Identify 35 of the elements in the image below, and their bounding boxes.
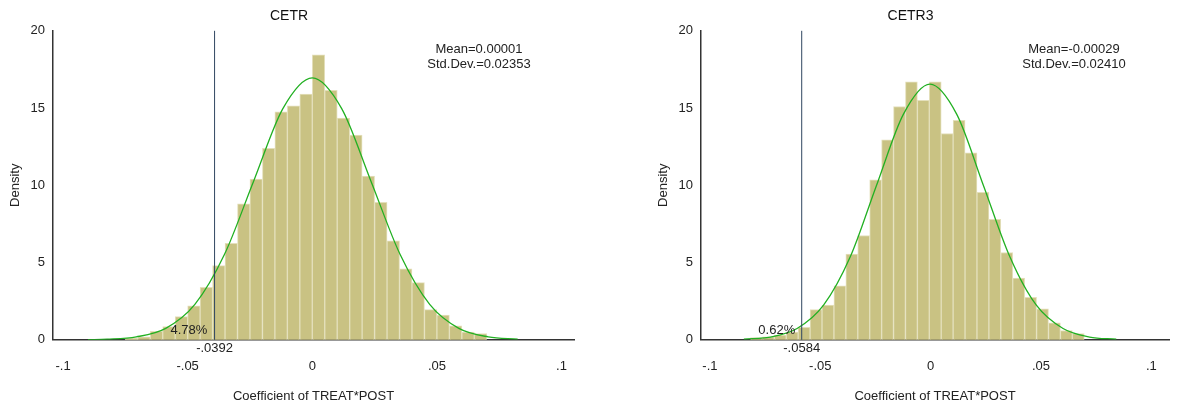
y-tick-label: 0 xyxy=(685,331,694,347)
x-tick-label: 0 xyxy=(927,358,935,374)
ref-line-label: -.0584 xyxy=(783,339,821,355)
annotation: Std.Dev.=0.02353 xyxy=(427,55,531,71)
y-tick-label: 5 xyxy=(37,254,46,270)
x-tick-label: -.05 xyxy=(176,358,199,374)
x-tick-label: .1 xyxy=(1145,358,1157,374)
annotation: 0.62% xyxy=(758,322,796,338)
annotation: Mean=-0.00029 xyxy=(1028,40,1120,56)
x-tick-label: -.1 xyxy=(702,358,718,374)
y-tick-label: 10 xyxy=(30,176,46,192)
y-tick-label: 15 xyxy=(30,99,46,115)
x-axis-title: Coefficient of TREAT*POST xyxy=(854,387,1016,403)
y-tick-label: 5 xyxy=(685,254,694,270)
chart-title: CETR xyxy=(269,7,309,24)
x-tick-label: 0 xyxy=(308,358,316,374)
y-tick-label: 0 xyxy=(37,331,46,347)
annotation: Std.Dev.=0.02410 xyxy=(1022,55,1126,71)
y-axis-title: Density xyxy=(655,163,671,207)
x-tick-label: .1 xyxy=(556,358,567,374)
x-axis-title: Coefficient of TREAT*POST xyxy=(232,387,395,403)
annotation: 4.78% xyxy=(170,322,208,338)
x-tick-label: -.1 xyxy=(55,358,71,374)
annotation: Mean=0.00001 xyxy=(435,40,523,56)
line-series xyxy=(743,83,1117,340)
x-tick-label: .05 xyxy=(427,358,446,374)
x-tick-label: -.05 xyxy=(809,358,832,374)
ref-line-label: -.0392 xyxy=(196,339,234,355)
y-tick-label: 10 xyxy=(678,176,694,192)
x-tick-label: .05 xyxy=(1031,358,1051,374)
chart-title: CETR3 xyxy=(887,7,934,24)
y-tick-label: 20 xyxy=(30,22,46,38)
y-tick-label: 15 xyxy=(678,99,694,115)
y-axis-title: Density xyxy=(7,163,23,207)
y-tick-label: 20 xyxy=(678,22,694,38)
